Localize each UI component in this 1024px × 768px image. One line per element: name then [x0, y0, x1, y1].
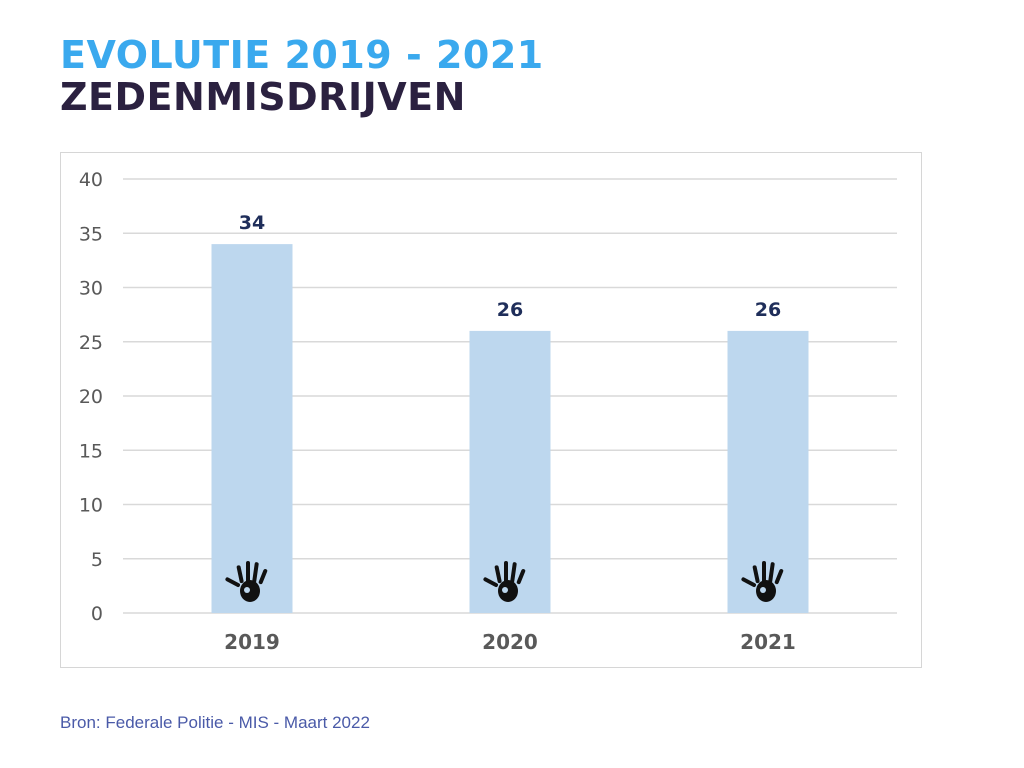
chart-frame: 0 5 10 15 20 25 30 35 40 34 26 26 2019 2020 2021	[60, 152, 922, 668]
bar	[211, 244, 293, 613]
data-label: 34	[239, 212, 265, 234]
y-tick-label: 25	[79, 332, 103, 354]
y-tick-label: 40	[79, 169, 103, 191]
data-labels: 34 26 26	[239, 212, 781, 321]
bar-chart: 0 5 10 15 20 25 30 35 40 34 26 26 2019 2020 2021	[79, 169, 897, 654]
source-note: Bron: Federale Politie - MIS - Maart 202…	[60, 713, 370, 732]
bar	[727, 330, 809, 613]
x-axis-ticks: 2019 2020 2021	[224, 630, 796, 654]
y-tick-label: 5	[91, 549, 103, 571]
y-tick-label: 35	[79, 223, 103, 245]
y-tick-label: 10	[79, 495, 103, 517]
y-tick-label: 20	[79, 386, 103, 408]
bar	[469, 330, 551, 613]
handprint-icon	[483, 561, 526, 602]
data-label: 26	[497, 299, 523, 321]
title-block: EVOLUTIE 2019 - 2021 ZEDENMISDRIJVEN	[60, 34, 544, 118]
data-label: 26	[755, 299, 781, 321]
y-axis-ticks: 0 5 10 15 20 25 30 35 40	[79, 169, 103, 625]
y-tick-label: 15	[79, 440, 103, 462]
handprint-icon	[225, 561, 268, 602]
page-subtitle: ZEDENMISDRIJVEN	[60, 75, 466, 119]
x-tick-label: 2021	[740, 630, 796, 654]
y-tick-label: 30	[79, 278, 103, 300]
y-tick-label: 0	[91, 603, 103, 625]
page-title: EVOLUTIE 2019 - 2021	[60, 33, 544, 77]
x-tick-label: 2020	[482, 630, 538, 654]
x-tick-label: 2019	[224, 630, 280, 654]
handprint-icon	[741, 561, 784, 602]
bars	[211, 244, 809, 613]
